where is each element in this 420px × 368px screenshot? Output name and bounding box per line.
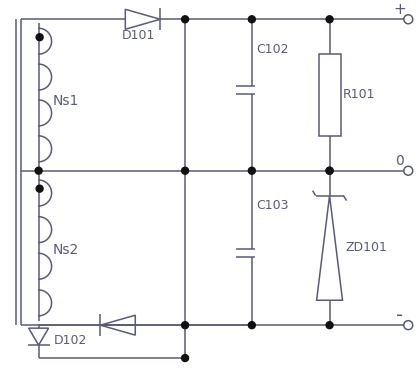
Circle shape [248, 16, 255, 23]
Circle shape [36, 34, 43, 41]
Text: Ns2: Ns2 [52, 243, 79, 258]
Text: D101: D101 [121, 29, 155, 42]
Circle shape [248, 322, 255, 329]
Circle shape [326, 167, 333, 174]
Circle shape [326, 16, 333, 23]
Circle shape [181, 167, 189, 174]
Circle shape [181, 16, 189, 23]
Text: Ns1: Ns1 [52, 94, 79, 108]
Text: -: - [396, 306, 403, 325]
Text: C103: C103 [256, 199, 289, 212]
Circle shape [35, 167, 42, 174]
Circle shape [326, 322, 333, 329]
Circle shape [248, 167, 255, 174]
Text: ZD101: ZD101 [346, 241, 387, 254]
Bar [319, 54, 341, 136]
Circle shape [181, 354, 189, 361]
Text: D102: D102 [54, 334, 87, 347]
Text: R101: R101 [343, 88, 375, 102]
Text: +: + [393, 2, 406, 17]
Text: 0: 0 [395, 154, 404, 168]
Circle shape [36, 185, 43, 192]
Text: C102: C102 [256, 43, 289, 56]
Circle shape [181, 322, 189, 329]
Circle shape [326, 167, 333, 174]
